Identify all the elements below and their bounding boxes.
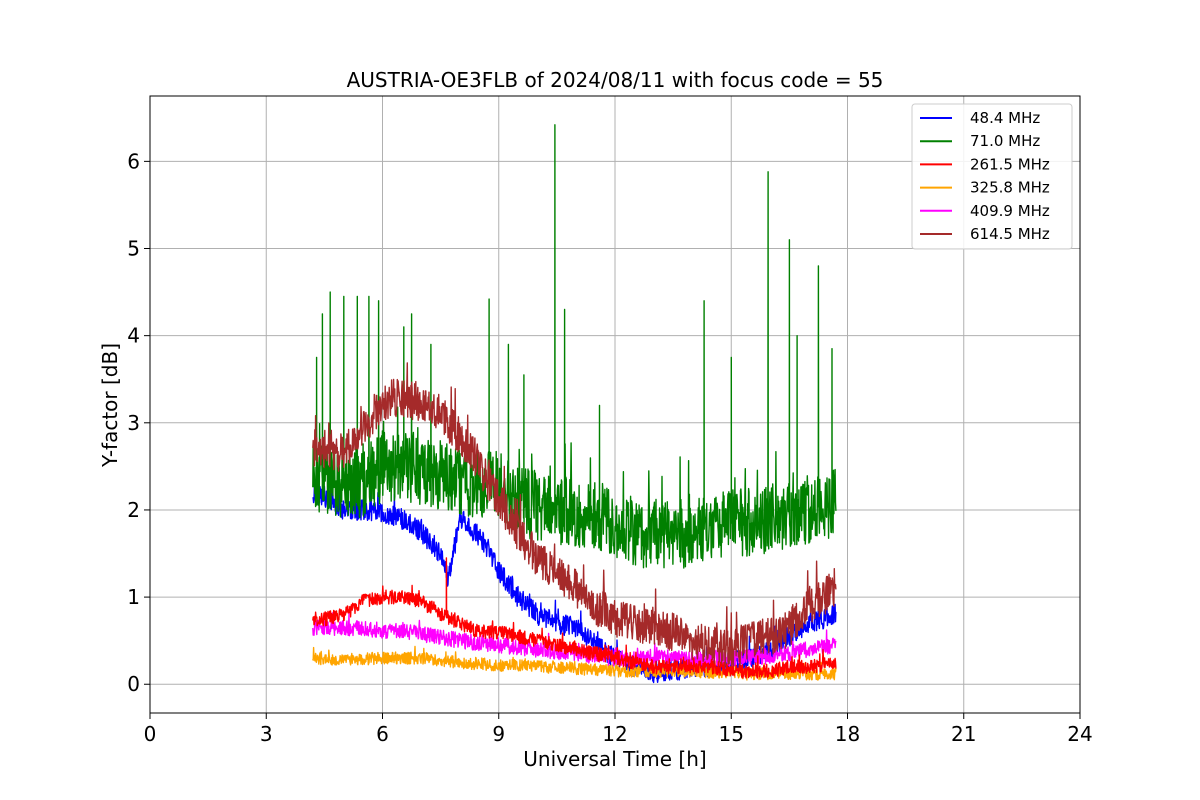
series-line [312, 557, 837, 679]
x-tick-label: 24 [1067, 722, 1092, 746]
x-tick-label: 15 [719, 722, 744, 746]
x-tick-label: 0 [144, 722, 157, 746]
y-tick-label: 4 [127, 324, 140, 348]
series-line [312, 124, 837, 569]
y-tick-label: 3 [127, 411, 140, 435]
legend-label: 409.9 MHz [970, 202, 1050, 220]
chart-title: AUSTRIA-OE3FLB of 2024/08/11 with focus … [347, 68, 884, 92]
legend-label: 261.5 MHz [970, 155, 1050, 173]
x-tick-label: 6 [376, 722, 389, 746]
series-layer [312, 124, 837, 684]
series-line [312, 362, 837, 667]
legend-label: 48.4 MHz [970, 109, 1040, 127]
x-tick-label: 9 [492, 722, 505, 746]
y-tick-label: 2 [127, 498, 140, 522]
x-tick-label: 3 [260, 722, 273, 746]
legend-label: 614.5 MHz [970, 225, 1050, 243]
x-axis-label: Universal Time [h] [523, 747, 706, 771]
y-tick-label: 1 [127, 585, 140, 609]
legend-label: 325.8 MHz [970, 179, 1050, 197]
y-tick-label: 5 [127, 237, 140, 261]
series-line [312, 611, 837, 667]
x-tick-label: 18 [835, 722, 860, 746]
legend-label: 71.0 MHz [970, 132, 1040, 150]
legend: 48.4 MHz 71.0 MHz 261.5 MHz 325.8 MHz 409.9… [911, 103, 1073, 250]
x-tick-label: 21 [951, 722, 976, 746]
y-axis-label: Y-factor [dB] [98, 343, 122, 468]
x-tick-label: 12 [602, 722, 627, 746]
y-tick-label: 0 [127, 672, 140, 696]
y-tick-label: 6 [127, 149, 140, 173]
